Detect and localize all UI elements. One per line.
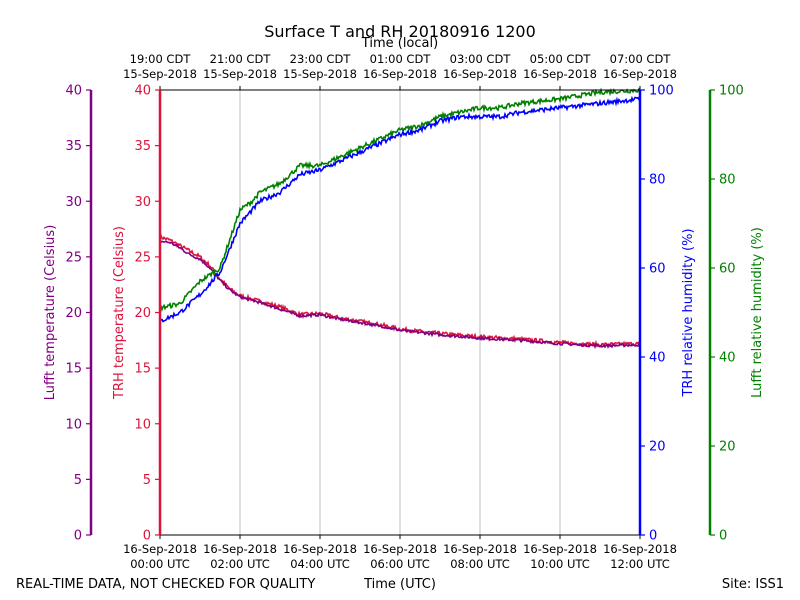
y-tick-label: 15 (134, 362, 151, 377)
y-tick-label: 20 (134, 306, 151, 321)
top-tick-label: 16-Sep-2018 (603, 67, 677, 81)
top-tick-label: 03:00 CDT (450, 52, 512, 66)
bottom-tick-label: 02:00 UTC (210, 557, 270, 571)
top-tick-label: 16-Sep-2018 (363, 67, 437, 81)
y-tick-label: 20 (719, 440, 736, 455)
y-tick-label: 40 (719, 351, 736, 366)
y-tick-label: 40 (649, 351, 666, 366)
bottom-tick-label: 16-Sep-2018 (603, 542, 677, 556)
y-tick-label: 40 (65, 84, 82, 99)
top-tick-label: 19:00 CDT (130, 52, 192, 66)
y-tick-label: 15 (65, 362, 82, 377)
series-lines (159, 87, 641, 350)
bottom-tick-label: 16-Sep-2018 (523, 542, 597, 556)
bottom-tick-label: 16-Sep-2018 (123, 542, 197, 556)
y-tick-label: 40 (134, 84, 151, 99)
series-line-trh-relative-humidity (159, 95, 641, 323)
bottom-tick-label: 16-Sep-2018 (363, 542, 437, 556)
bottom-tick-label: 00:00 UTC (130, 557, 190, 571)
y-tick-label: 80 (719, 173, 736, 188)
top-axis-label: Time (local) (361, 36, 438, 51)
top-tick-label: 16-Sep-2018 (443, 67, 517, 81)
quality-disclaimer: REAL-TIME DATA, NOT CHECKED FOR QUALITY (16, 577, 315, 592)
y-tick-label: 25 (134, 250, 151, 265)
y-tick-label: 20 (649, 440, 666, 455)
x-axis-label: Time (UTC) (363, 577, 436, 592)
y-tick-label: 25 (65, 250, 82, 265)
y-tick-label: 80 (649, 173, 666, 188)
top-tick-label: 23:00 CDT (290, 52, 352, 66)
y-tick-label: 0 (143, 529, 151, 544)
y-tick-label: 0 (649, 529, 657, 544)
top-tick-label: 07:00 CDT (610, 52, 672, 66)
bottom-tick-label: 08:00 UTC (450, 557, 510, 571)
series-line-lufft-temperature (159, 240, 641, 349)
grid (159, 90, 641, 535)
top-tick-label: 15-Sep-2018 (203, 67, 277, 81)
y-tick-label: 35 (134, 139, 151, 154)
bottom-tick-label: 16-Sep-2018 (443, 542, 517, 556)
y-tick-label: 100 (719, 84, 744, 99)
series-line-lufft-relative-humidity (159, 87, 641, 312)
bottom-tick-label: 12:00 UTC (610, 557, 670, 571)
chart-title: Surface T and RH 20180916 1200 (264, 22, 536, 41)
site-label: Site: ISS1 (722, 577, 784, 592)
y-tick-label: 5 (74, 473, 82, 488)
top-tick-label: 01:00 CDT (370, 52, 432, 66)
bottom-tick-label: 04:00 UTC (290, 557, 350, 571)
y-tick-label: 60 (649, 262, 666, 277)
top-tick-label: 15-Sep-2018 (283, 67, 357, 81)
lufft-temp-axis-label: Lufft temperature (Celsius) (43, 225, 58, 401)
y-tick-label: 0 (719, 529, 727, 544)
top-tick-label: 15-Sep-2018 (123, 67, 197, 81)
y-tick-label: 30 (134, 195, 151, 210)
top-tick-label: 05:00 CDT (530, 52, 592, 66)
trh-rh-axis-label: TRH relative humidity (%) (681, 228, 696, 397)
trh-temp-axis-label: TRH temperature (Celsius) (112, 226, 127, 400)
y-tick-label: 60 (719, 262, 736, 277)
bottom-tick-label: 10:00 UTC (530, 557, 590, 571)
lufft-rh-axis-label: Lufft relative humidity (%) (750, 227, 765, 398)
bottom-tick-label: 06:00 UTC (370, 557, 430, 571)
bottom-tick-label: 16-Sep-2018 (283, 542, 357, 556)
top-tick-label: 16-Sep-2018 (523, 67, 597, 81)
y-tick-label: 35 (65, 139, 82, 154)
y-tick-label: 5 (143, 473, 151, 488)
y-tick-label: 10 (134, 417, 151, 432)
y-tick-label: 0 (74, 529, 82, 544)
y-tick-label: 30 (65, 195, 82, 210)
top-tick-label: 21:00 CDT (210, 52, 272, 66)
y-tick-label: 100 (649, 84, 674, 99)
y-tick-label: 20 (65, 306, 82, 321)
bottom-tick-label: 16-Sep-2018 (203, 542, 277, 556)
y-tick-label: 10 (65, 417, 82, 432)
